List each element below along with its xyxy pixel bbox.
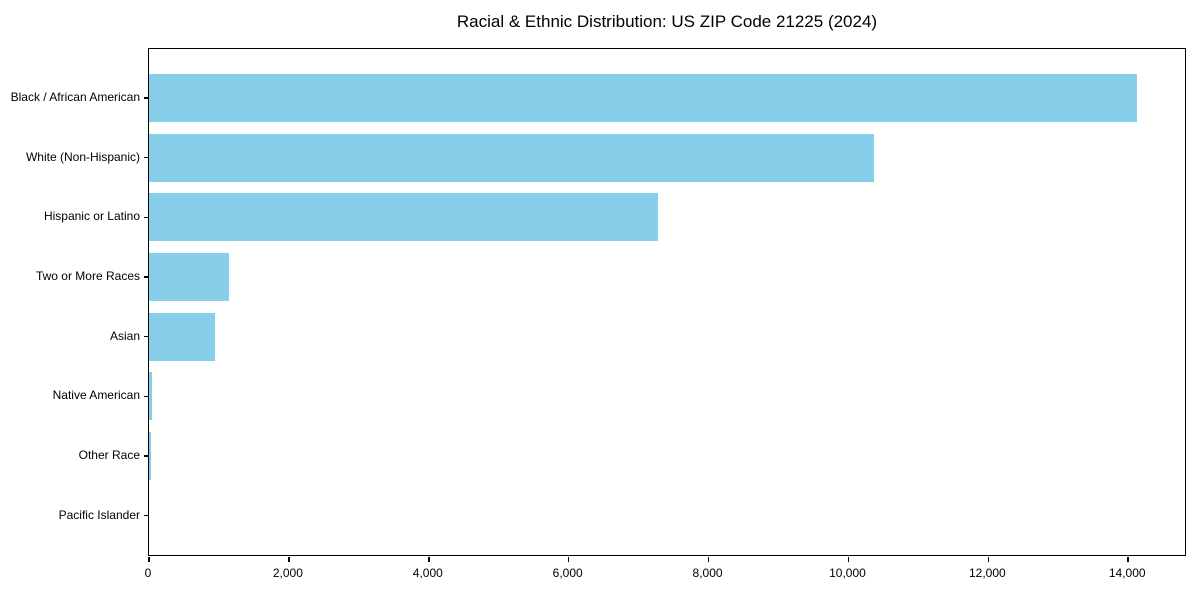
bar-asian: [149, 312, 216, 361]
x-tick-label-2-000: 2,000: [272, 566, 303, 580]
x-tick-mark: [847, 556, 850, 562]
x-tick-mark: [707, 556, 710, 562]
y-tick-label-black-african-american: Black / African American: [10, 90, 140, 104]
chart-title: Racial & Ethnic Distribution: US ZIP Cod…: [456, 12, 878, 31]
x-tick-mark: [987, 556, 990, 562]
y-tick-mark: [144, 97, 149, 99]
bar-two-or-more-races: [149, 252, 230, 301]
y-tick-label-other-race: Other Race: [78, 447, 140, 462]
y-tick-mark: [144, 395, 149, 398]
y-tick-mark: [144, 156, 149, 159]
y-tick-mark: [144, 455, 149, 457]
x-tick-mark: [288, 556, 290, 562]
y-tick-mark: [144, 335, 149, 338]
x-tick-label-6-000: 6,000: [552, 566, 583, 580]
y-tick-mark: [144, 216, 149, 219]
x-tick-label-8-000: 8,000: [692, 566, 723, 580]
y-tick-label-pacific-islander: Pacific Islander: [58, 507, 140, 522]
y-tick-label-asian: Asian: [109, 328, 140, 343]
y-tick-label-native-american: Native American: [52, 388, 140, 403]
bar-hispanic-or-latino: [149, 193, 658, 242]
x-tick-mark: [148, 556, 150, 562]
x-tick-mark: [428, 556, 430, 562]
y-tick-label-two-or-more-races: Two or More Races: [35, 268, 140, 283]
bar-other-race: [149, 431, 152, 480]
bar-native-american: [149, 372, 153, 421]
x-tick-label-0: 0: [144, 566, 152, 580]
x-tick-label-10-000: 10,000: [829, 566, 866, 580]
bar-white-non-hispanic: [149, 133, 874, 182]
y-tick-mark: [144, 276, 149, 278]
x-tick-label-4-000: 4,000: [412, 566, 443, 580]
plot-area: [144, 48, 1186, 562]
y-tick-mark: [144, 514, 149, 517]
x-tick-label-14-000: 14,000: [1108, 566, 1146, 580]
y-tick-label-white-non-hispanic: White (Non-Hispanic): [25, 149, 140, 164]
y-tick-label-hispanic-or-latino: Hispanic or Latino: [43, 209, 140, 224]
x-tick-mark: [567, 556, 570, 562]
x-tick-label-12-000: 12,000: [968, 566, 1006, 580]
x-tick-mark: [1127, 556, 1129, 562]
bar-black-african-american: [149, 74, 1138, 122]
